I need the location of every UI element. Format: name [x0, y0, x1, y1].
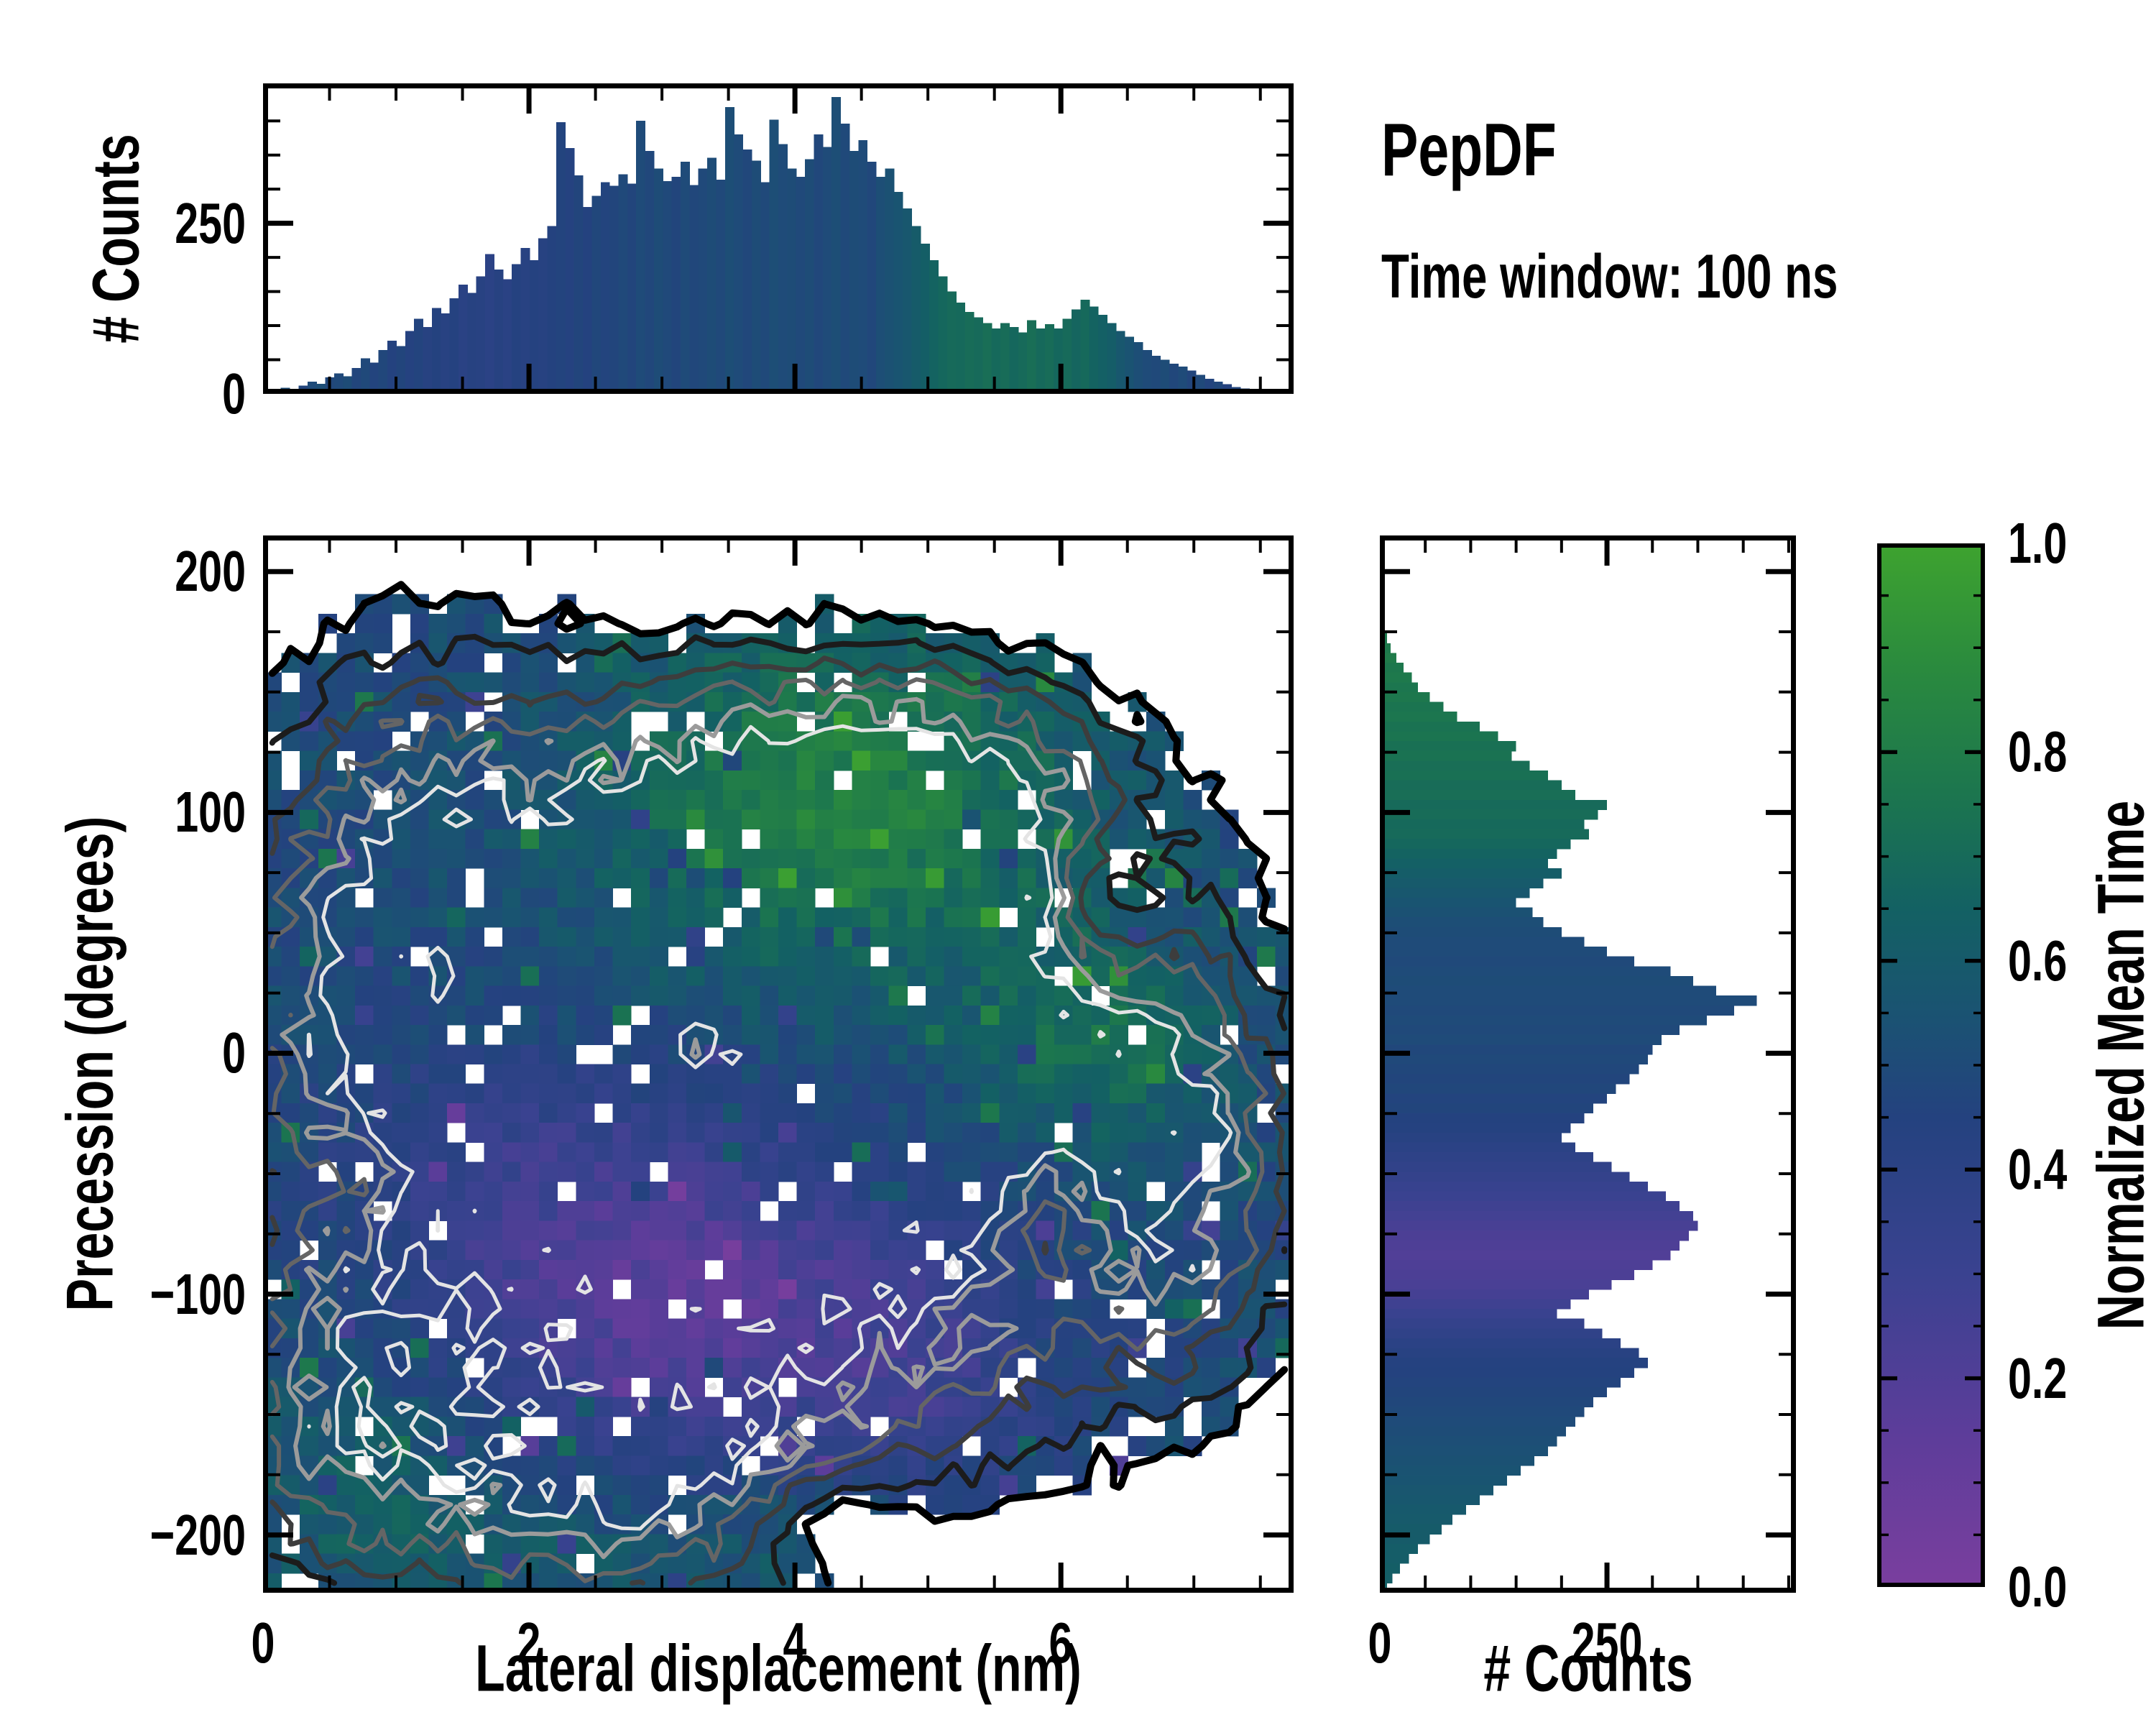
tick-label: 1.0 [2008, 511, 2068, 575]
tick-label: −200 [149, 1502, 246, 1567]
plot-subtitle: Time window: 100 ns [1381, 242, 1838, 311]
tick-label: 0 [251, 1611, 275, 1675]
colorbar-gradient [1877, 543, 1985, 1587]
tick-label: 2 [517, 1611, 541, 1675]
main-x-axis-label: Lateral displacement (nm) [475, 1632, 1082, 1706]
joint-heatmap-plot [263, 535, 1294, 1593]
tick-label: 250 [1571, 1611, 1643, 1675]
top-histogram-panel [263, 83, 1294, 394]
tick-label: 4 [783, 1611, 807, 1675]
right-hist-x-axis-label: # Counts [1483, 1632, 1693, 1706]
colorbar-panel [1877, 543, 1985, 1587]
top-hist-y-axis-label: # Counts [79, 134, 153, 344]
tick-label: 6 [1049, 1611, 1073, 1675]
tick-label: 0.8 [2008, 719, 2068, 784]
tick-label: 0.2 [2008, 1346, 2068, 1410]
tick-label: 0 [1368, 1611, 1392, 1675]
tick-label: 100 [175, 780, 246, 845]
tick-label: 0.4 [2008, 1137, 2068, 1202]
plot-title: PepDF [1381, 109, 1557, 192]
colorbar-label: Normalized Mean Time [2084, 800, 2156, 1330]
right-histogram-plot [1380, 535, 1796, 1593]
tick-label: 0.0 [2008, 1555, 2068, 1619]
right-histogram-panel [1380, 535, 1796, 1593]
top-histogram-plot [263, 83, 1294, 394]
tick-label: 0 [222, 1021, 246, 1085]
tick-label: 0 [222, 362, 246, 426]
tick-label: 0.6 [2008, 928, 2068, 993]
tick-label: −100 [149, 1261, 246, 1326]
tick-label: 200 [175, 539, 246, 604]
joint-heatmap-panel [263, 535, 1294, 1593]
tick-label: 250 [175, 190, 246, 255]
